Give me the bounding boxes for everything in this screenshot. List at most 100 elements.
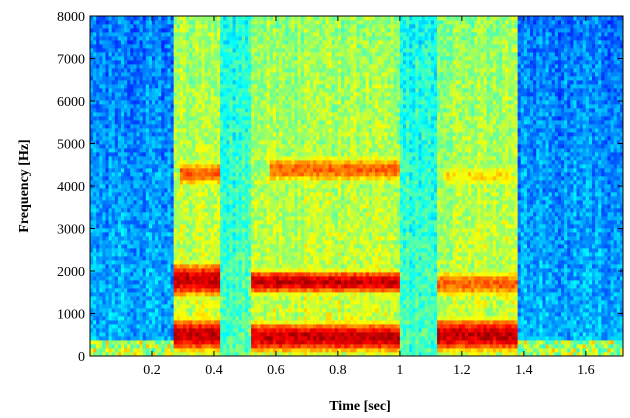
heatmap-cell [257, 300, 261, 305]
heatmap-cell [102, 144, 106, 149]
heatmap-cell [204, 332, 209, 337]
heatmap-cell [93, 280, 97, 285]
heatmap-cell [139, 232, 144, 237]
heatmap-cell [148, 280, 153, 285]
heatmap-cell [217, 120, 221, 125]
heatmap-cell [176, 184, 181, 189]
heatmap-cell [220, 200, 224, 205]
heatmap-cell [238, 200, 243, 205]
heatmap-cell [136, 52, 140, 57]
heatmap-cell [117, 104, 122, 109]
heatmap-cell [167, 76, 171, 81]
heatmap-cell [90, 232, 94, 237]
heatmap-cell [195, 312, 199, 317]
heatmap-cell [260, 320, 264, 325]
heatmap-cell [179, 140, 184, 145]
heatmap-cell [96, 156, 100, 161]
heatmap-cell [176, 284, 181, 289]
heatmap-cell [189, 272, 193, 277]
heatmap-cell [158, 224, 162, 229]
heatmap-cell [96, 300, 100, 305]
heatmap-cell [108, 28, 113, 33]
heatmap-cell [117, 72, 122, 77]
heatmap-cell [269, 140, 274, 145]
heatmap-cell [241, 52, 246, 57]
heatmap-cell [217, 224, 221, 229]
heatmap-cell [114, 104, 119, 109]
heatmap-cell [229, 128, 233, 133]
heatmap-cell [120, 200, 125, 205]
heatmap-cell [263, 116, 268, 121]
heatmap-cell [244, 100, 249, 105]
heatmap-cell [145, 332, 150, 337]
heatmap-cell [96, 208, 100, 213]
heatmap-cell [161, 284, 165, 289]
heatmap-cell [223, 128, 227, 133]
heatmap-cell [142, 16, 147, 21]
heatmap-cell [99, 24, 103, 29]
heatmap-cell [130, 156, 134, 161]
heatmap-cell [229, 152, 233, 157]
heatmap-cell [96, 348, 100, 353]
heatmap-cell [192, 284, 196, 289]
heatmap-cell [105, 196, 109, 201]
heatmap-cell [155, 32, 159, 37]
heatmap-cell [269, 312, 274, 317]
heatmap-cell [130, 328, 134, 333]
heatmap-cell [90, 216, 94, 221]
heatmap-cell [213, 20, 218, 25]
heatmap-cell [90, 260, 94, 265]
heatmap-cell [102, 60, 106, 65]
heatmap-cell [186, 24, 190, 29]
heatmap-cell [213, 132, 218, 137]
heatmap-cell [257, 64, 261, 69]
heatmap-cell [105, 104, 109, 109]
heatmap-cell [173, 160, 178, 165]
heatmap-cell [176, 228, 181, 233]
heatmap-cell [226, 316, 230, 321]
heatmap-cell [114, 32, 119, 37]
heatmap-cell [127, 104, 131, 109]
heatmap-cell [229, 120, 233, 125]
heatmap-cell [124, 168, 128, 173]
heatmap-cell [210, 140, 215, 145]
heatmap-cell [186, 196, 190, 201]
heatmap-cell [232, 184, 237, 189]
heatmap-cell [133, 164, 137, 169]
heatmap-cell [192, 272, 196, 277]
heatmap-cell [124, 120, 128, 125]
heatmap-cell [96, 340, 100, 345]
heatmap-cell [213, 92, 218, 97]
heatmap-cell [210, 292, 215, 297]
heatmap-cell [251, 24, 255, 29]
heatmap-cell [170, 184, 175, 189]
heatmap-cell [170, 32, 175, 37]
heatmap-cell [145, 248, 150, 253]
heatmap-cell [133, 344, 137, 349]
heatmap-cell [195, 88, 199, 93]
heatmap-cell [189, 124, 193, 129]
heatmap-cell [148, 348, 153, 353]
heatmap-cell [257, 208, 261, 213]
heatmap-cell [257, 212, 261, 217]
heatmap-cell [254, 168, 258, 173]
heatmap-cell [124, 156, 128, 161]
heatmap-cell [254, 160, 258, 165]
heatmap-cell [90, 96, 94, 101]
heatmap-cell [133, 272, 137, 277]
heatmap-cell [210, 220, 215, 225]
heatmap-cell [117, 164, 122, 169]
heatmap-cell [136, 256, 140, 261]
heatmap-cell [133, 80, 137, 85]
heatmap-cell [179, 24, 184, 29]
heatmap-cell [96, 200, 100, 205]
heatmap-cell [210, 332, 215, 337]
heatmap-cell [207, 284, 212, 289]
heatmap-cell [93, 48, 97, 53]
heatmap-cell [251, 292, 255, 297]
heatmap-cell [263, 36, 268, 41]
heatmap-cell [155, 88, 159, 93]
heatmap-cell [229, 252, 233, 257]
heatmap-cell [254, 20, 258, 25]
heatmap-cell [229, 148, 233, 153]
